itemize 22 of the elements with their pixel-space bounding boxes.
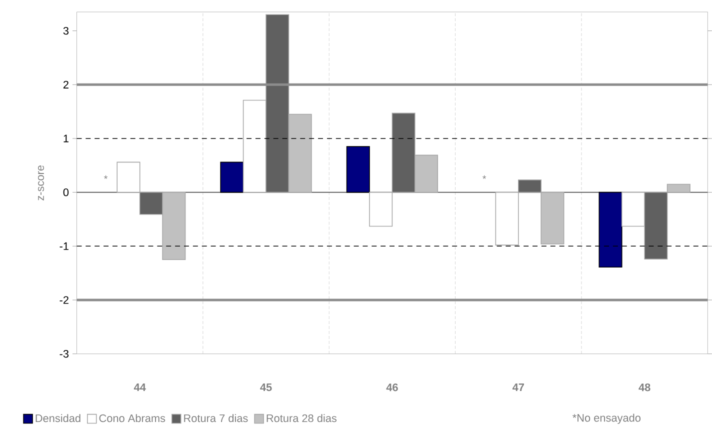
bar xyxy=(346,146,370,193)
y-tick-label: -2 xyxy=(60,296,68,304)
legend-label: Rotura 7 dias xyxy=(184,414,248,422)
y-tick-label: -1 xyxy=(60,242,68,250)
annotation: * xyxy=(104,176,108,180)
bar xyxy=(220,162,244,193)
legend-label: Densidad xyxy=(36,414,80,422)
y-axis-title: z-score xyxy=(38,166,44,201)
legend-label: Cono Abrams xyxy=(99,414,166,422)
legend-label: Rotura 28 dias xyxy=(266,414,337,422)
x-tick-label: 48 xyxy=(638,384,650,392)
annotation: * xyxy=(482,176,486,180)
y-tick-label: 3 xyxy=(63,27,69,35)
y-tick-label: 2 xyxy=(63,81,68,89)
x-tick-label: 46 xyxy=(386,384,398,392)
y-tick-label: 0 xyxy=(63,188,69,196)
x-tick-label: 45 xyxy=(260,384,272,392)
x-tick-label: 44 xyxy=(134,384,146,392)
text: *No ensayado xyxy=(572,414,640,424)
x-tick-label: 47 xyxy=(512,384,524,392)
y-tick-label: -3 xyxy=(60,350,69,358)
y-tick-label: 1 xyxy=(64,134,68,142)
